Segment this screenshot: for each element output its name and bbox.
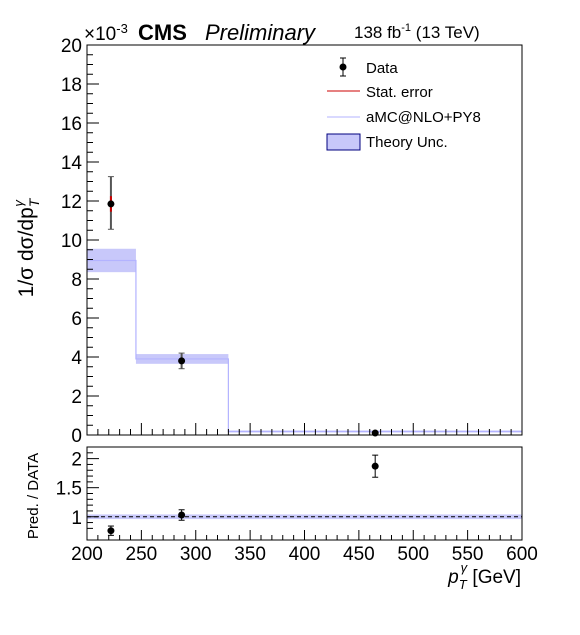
ratio-y-tick-label: 1 <box>71 508 82 529</box>
x-tick-label: 400 <box>289 544 321 565</box>
legend-data-marker <box>339 63 347 71</box>
main-y-tick-label: 6 <box>71 309 82 330</box>
main-y-axis-title: 1/σ dσ/dpTγ <box>11 197 42 297</box>
ratio-data-points <box>107 454 379 536</box>
legend-entry-stat: Stat. error <box>327 84 433 101</box>
main-plot-frame <box>86 44 523 436</box>
x-tick-label: 550 <box>452 544 484 565</box>
lumi-label: 138 fb-1 (13 TeV) <box>354 22 480 42</box>
main-y-tick-label: 12 <box>61 192 82 213</box>
ratio-point-3 <box>371 462 379 470</box>
ratio-y-tick-labels: 11.52 <box>56 450 82 529</box>
ratio-y-tick-label: 1.5 <box>56 479 82 500</box>
ratio-axis-ticks <box>86 446 523 540</box>
x-tick-label: 500 <box>397 544 429 565</box>
main-y-tick-label: 18 <box>61 75 82 96</box>
main-y-tick-label: 8 <box>71 270 82 291</box>
main-y-tick-label: 0 <box>71 426 82 447</box>
main-y-tick-label: 10 <box>61 231 82 252</box>
ratio-y-axis-title: Pred. / DATA <box>25 453 42 539</box>
data-point-1 <box>107 200 115 208</box>
main-mc-steps <box>87 259 522 433</box>
main-data-points <box>107 176 379 437</box>
x-axis-title: pTγ [GeV] <box>447 560 521 592</box>
x-tick-label: 200 <box>71 544 103 565</box>
x-tick-label: 250 <box>126 544 158 565</box>
ratio-plot-frame <box>86 446 523 541</box>
legend-entry-theory: Theory Unc. <box>326 133 448 151</box>
main-y-tick-label: 20 <box>61 36 82 57</box>
legend-theory-swatch <box>326 133 361 151</box>
x-tick-labels: 200 250 300 350 400 450 500 550 600 <box>71 544 538 565</box>
ratio-y-tick-label: 2 <box>71 450 82 471</box>
main-y-tick-label: 16 <box>61 114 82 135</box>
cms-label: CMS <box>138 20 187 45</box>
ratio-point-2 <box>178 511 186 519</box>
legend: Data Stat. error aMC@NLO+PY8 Theory Unc. <box>326 57 481 151</box>
main-axis-ticks <box>86 44 523 436</box>
legend-theory-label: Theory Unc. <box>366 134 448 151</box>
main-y-tick-label: 4 <box>71 348 82 369</box>
preliminary-label: Preliminary <box>205 20 317 45</box>
legend-entry-mc: aMC@NLO+PY8 <box>327 109 481 126</box>
ratio-point-1 <box>107 527 115 535</box>
main-y-tick-label: 2 <box>71 387 82 408</box>
legend-data-label: Data <box>366 60 398 77</box>
legend-stat-label: Stat. error <box>366 84 433 101</box>
main-y-tick-labels: 0 2 4 6 8 10 12 14 16 18 20 <box>61 36 83 447</box>
mc-prediction-step-line <box>87 259 522 433</box>
x-tick-label: 300 <box>180 544 212 565</box>
exponent-label: ×10-3 <box>84 21 128 45</box>
main-y-tick-label: 14 <box>61 153 83 174</box>
legend-mc-label: aMC@NLO+PY8 <box>366 109 481 126</box>
main-theory-bands <box>87 248 522 433</box>
x-tick-label: 450 <box>343 544 375 565</box>
x-tick-label: 350 <box>234 544 266 565</box>
x-tick-label: 600 <box>506 544 538 565</box>
legend-entry-data: Data <box>339 57 398 77</box>
data-point-2 <box>178 357 186 365</box>
